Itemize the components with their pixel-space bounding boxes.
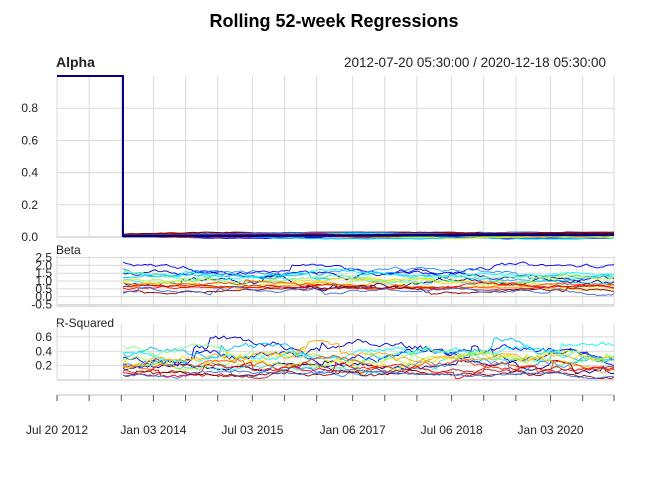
y-tick-label: 2.0: [35, 258, 52, 272]
beta-series-line: [122, 268, 615, 281]
panel-label-rsquared: R-Squared: [56, 316, 114, 330]
y-tick-label: 1.5: [35, 266, 52, 280]
x-tick-label: Jan 03 2020: [518, 423, 584, 437]
x-tick-label: Jul 20 2012: [26, 423, 88, 437]
y-tick-label: 2.5: [35, 251, 52, 265]
y-tick-label: 0.5: [35, 282, 52, 296]
rsquared-series-line: [122, 362, 615, 379]
y-tick-label: 0.2: [21, 198, 38, 212]
beta-series-line: [122, 277, 615, 291]
x-tick-label: Jan 06 2017: [320, 423, 386, 437]
beta-series-line: [122, 284, 615, 292]
beta-series-line: [122, 279, 615, 291]
x-tick-label: Jul 03 2015: [221, 423, 283, 437]
y-tick-label: 0.0: [21, 230, 38, 244]
y-tick-label: 0.4: [21, 166, 38, 180]
alpha-series-line: [57, 75, 614, 235]
series-layer: [57, 75, 615, 380]
y-tick-label: 0.6: [21, 133, 38, 147]
rsquared-series-line: [122, 349, 615, 371]
y-tick-label: 0.0: [35, 290, 52, 304]
beta-series-line: [122, 282, 615, 291]
rsquared-series-line: [122, 361, 615, 380]
x-tick-label: Jul 06 2018: [421, 423, 483, 437]
y-tick-label: 0.6: [35, 330, 52, 344]
rsquared-series-line: [122, 343, 615, 370]
beta-series-line: [122, 269, 615, 284]
alpha-step-line: [57, 75, 124, 237]
rsquared-series-line: [122, 368, 615, 380]
x-tick-label: Jan 03 2014: [120, 423, 186, 437]
date-range-label: 2012-07-20 05:30:00 / 2020-12-18 05:30:0…: [344, 55, 606, 70]
rsquared-series-line: [122, 337, 615, 364]
alpha-series-line: [57, 75, 615, 237]
alpha-trend-line: [122, 233, 615, 238]
beta-series-line: [122, 272, 615, 286]
chart-title: Rolling 52-week Regressions: [209, 11, 458, 31]
panel-label-beta: Beta: [56, 243, 81, 257]
beta-series-line: [122, 284, 615, 295]
beta-series-line: [122, 286, 615, 296]
beta-series-line: [122, 274, 615, 286]
rsquared-series-line: [122, 340, 615, 374]
grid-layer: [56, 76, 615, 381]
y-tick-label: 0.2: [35, 359, 52, 373]
rsquared-series-line: [122, 369, 615, 380]
rsquared-series-line: [122, 354, 615, 374]
y-tick-label: 1.0: [35, 274, 52, 288]
rsquared-series-line: [122, 344, 615, 369]
y-tick-label: 0.4: [35, 344, 52, 358]
panel-label-alpha: Alpha: [56, 54, 95, 70]
y-tick-label: 0.8: [21, 101, 38, 115]
axis-layer: 0.00.20.40.60.8-0.50.00.51.01.52.02.50.2…: [21, 101, 615, 437]
y-tick-label: -0.5: [31, 297, 52, 311]
rsquared-series-line: [122, 335, 615, 367]
